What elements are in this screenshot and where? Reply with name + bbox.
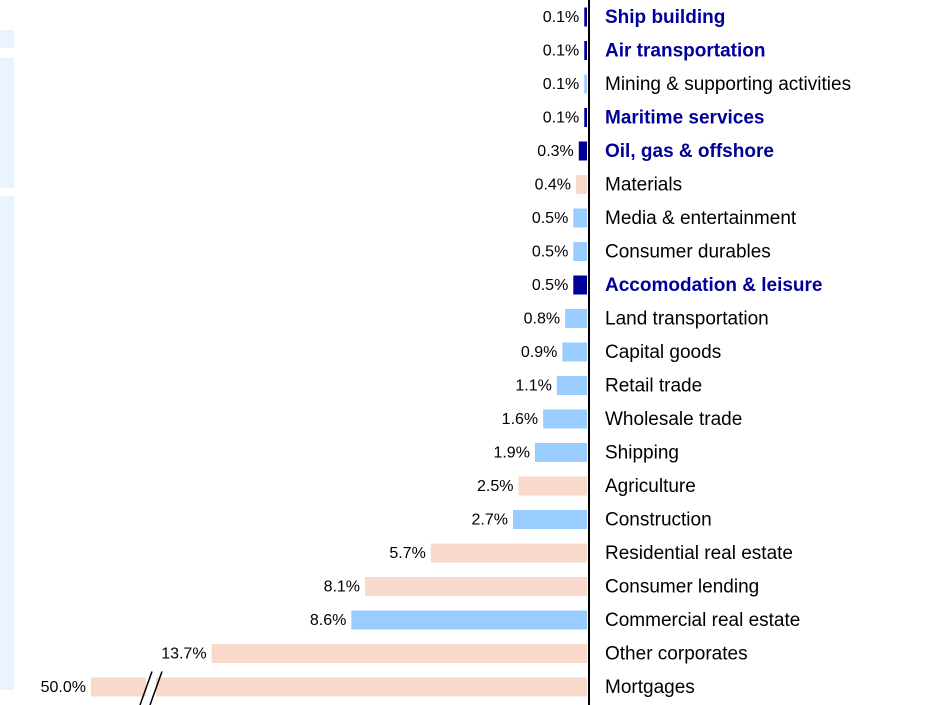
category-label: Consumer durables — [605, 242, 771, 263]
category-label: Maritime services — [605, 108, 765, 129]
bar — [562, 342, 587, 362]
bar — [578, 141, 587, 161]
category-label: Materials — [605, 175, 682, 196]
bar — [351, 610, 587, 630]
bar — [534, 443, 587, 462]
category-label: Other corporates — [605, 644, 748, 665]
category-label: Mining & supporting activities — [605, 74, 851, 95]
bar — [91, 677, 587, 697]
value-label: 1.9% — [493, 445, 529, 462]
value-label: 1.1% — [515, 378, 551, 395]
value-label: 0.5% — [532, 210, 568, 227]
value-label: 2.7% — [472, 512, 508, 529]
value-label: 8.1% — [324, 579, 360, 596]
value-label: 0.5% — [532, 244, 568, 261]
bar — [584, 7, 587, 27]
value-label: 8.6% — [310, 612, 346, 629]
category-label: Consumer lending — [605, 577, 759, 598]
category-label: Air transportation — [605, 41, 765, 62]
side-panel — [0, 196, 14, 690]
bar — [576, 175, 587, 194]
bar — [211, 644, 587, 663]
side-panel — [0, 58, 14, 188]
value-label: 0.3% — [537, 143, 573, 160]
bar — [573, 275, 587, 295]
value-label: 50.0% — [41, 679, 86, 696]
category-label: Mortgages — [605, 677, 695, 698]
category-label: Residential real estate — [605, 543, 793, 564]
category-label: Shipping — [605, 443, 679, 464]
bar — [365, 577, 587, 596]
category-label: Capital goods — [605, 342, 721, 363]
bar — [543, 409, 587, 429]
value-label: 1.6% — [502, 411, 538, 428]
value-label: 0.1% — [543, 76, 579, 93]
category-label: Land transportation — [605, 309, 769, 330]
category-label: Wholesale trade — [605, 409, 742, 430]
value-label: 0.5% — [532, 277, 568, 294]
bar — [513, 510, 587, 529]
bar — [573, 208, 587, 228]
bar — [584, 108, 587, 127]
bar — [573, 242, 587, 261]
side-panel — [0, 30, 14, 48]
bar — [518, 476, 587, 496]
value-label: 0.9% — [521, 344, 557, 361]
value-label: 13.7% — [161, 646, 206, 663]
category-label: Agriculture — [605, 476, 696, 497]
axis-break-mark — [139, 671, 153, 705]
category-label: Construction — [605, 510, 712, 531]
bar — [556, 376, 587, 395]
value-label: 0.4% — [535, 177, 571, 194]
category-label: Accomodation & leisure — [605, 275, 823, 296]
category-label: Media & entertainment — [605, 208, 797, 229]
bar — [584, 41, 587, 60]
value-label: 2.5% — [477, 478, 513, 495]
bar — [565, 309, 587, 328]
value-label: 0.1% — [543, 43, 579, 60]
axis-break-gap — [146, 676, 156, 698]
value-label: 0.1% — [543, 9, 579, 26]
category-label: Commercial real estate — [605, 610, 800, 631]
value-label: 5.7% — [389, 545, 425, 562]
bar — [584, 74, 587, 94]
category-label: Oil, gas & offshore — [605, 141, 774, 162]
axis-break-mark — [149, 671, 163, 705]
value-label: 0.8% — [524, 311, 560, 328]
value-label: 0.1% — [543, 110, 579, 127]
category-label: Retail trade — [605, 376, 702, 397]
category-label: Ship building — [605, 7, 725, 28]
bar — [430, 543, 587, 563]
